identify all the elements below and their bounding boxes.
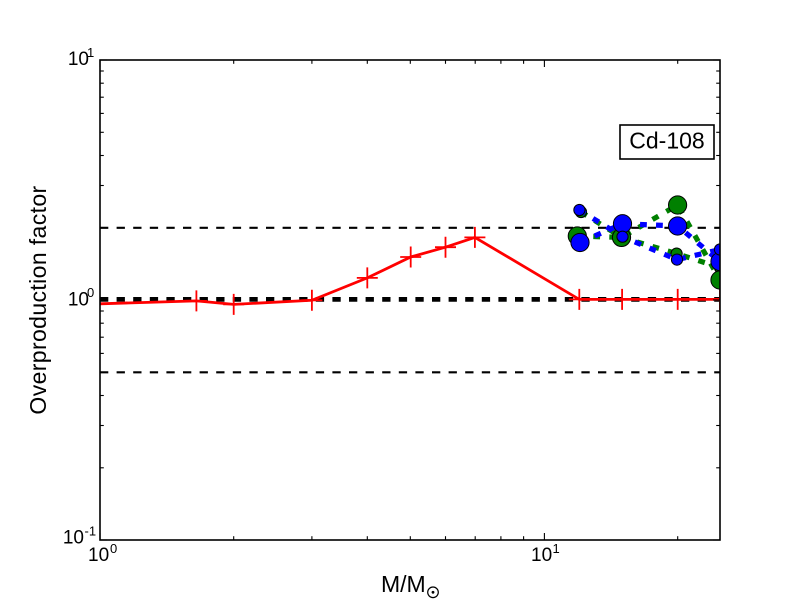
svg-text:M/M: M/M (381, 571, 426, 597)
svg-text:1: 1 (87, 45, 94, 60)
svg-text:0: 0 (110, 541, 117, 556)
svg-text:1: 1 (553, 541, 560, 556)
svg-text:10: 10 (531, 545, 552, 566)
svg-text:-1: -1 (85, 524, 97, 539)
svg-text:10: 10 (68, 290, 89, 311)
svg-text:Overproduction factor: Overproduction factor (25, 185, 51, 414)
svg-text:0: 0 (87, 285, 94, 300)
svg-text:10: 10 (88, 545, 109, 566)
svg-text:Cd-108: Cd-108 (629, 128, 704, 154)
svg-text:10: 10 (68, 49, 89, 70)
svg-text:10: 10 (63, 528, 84, 549)
